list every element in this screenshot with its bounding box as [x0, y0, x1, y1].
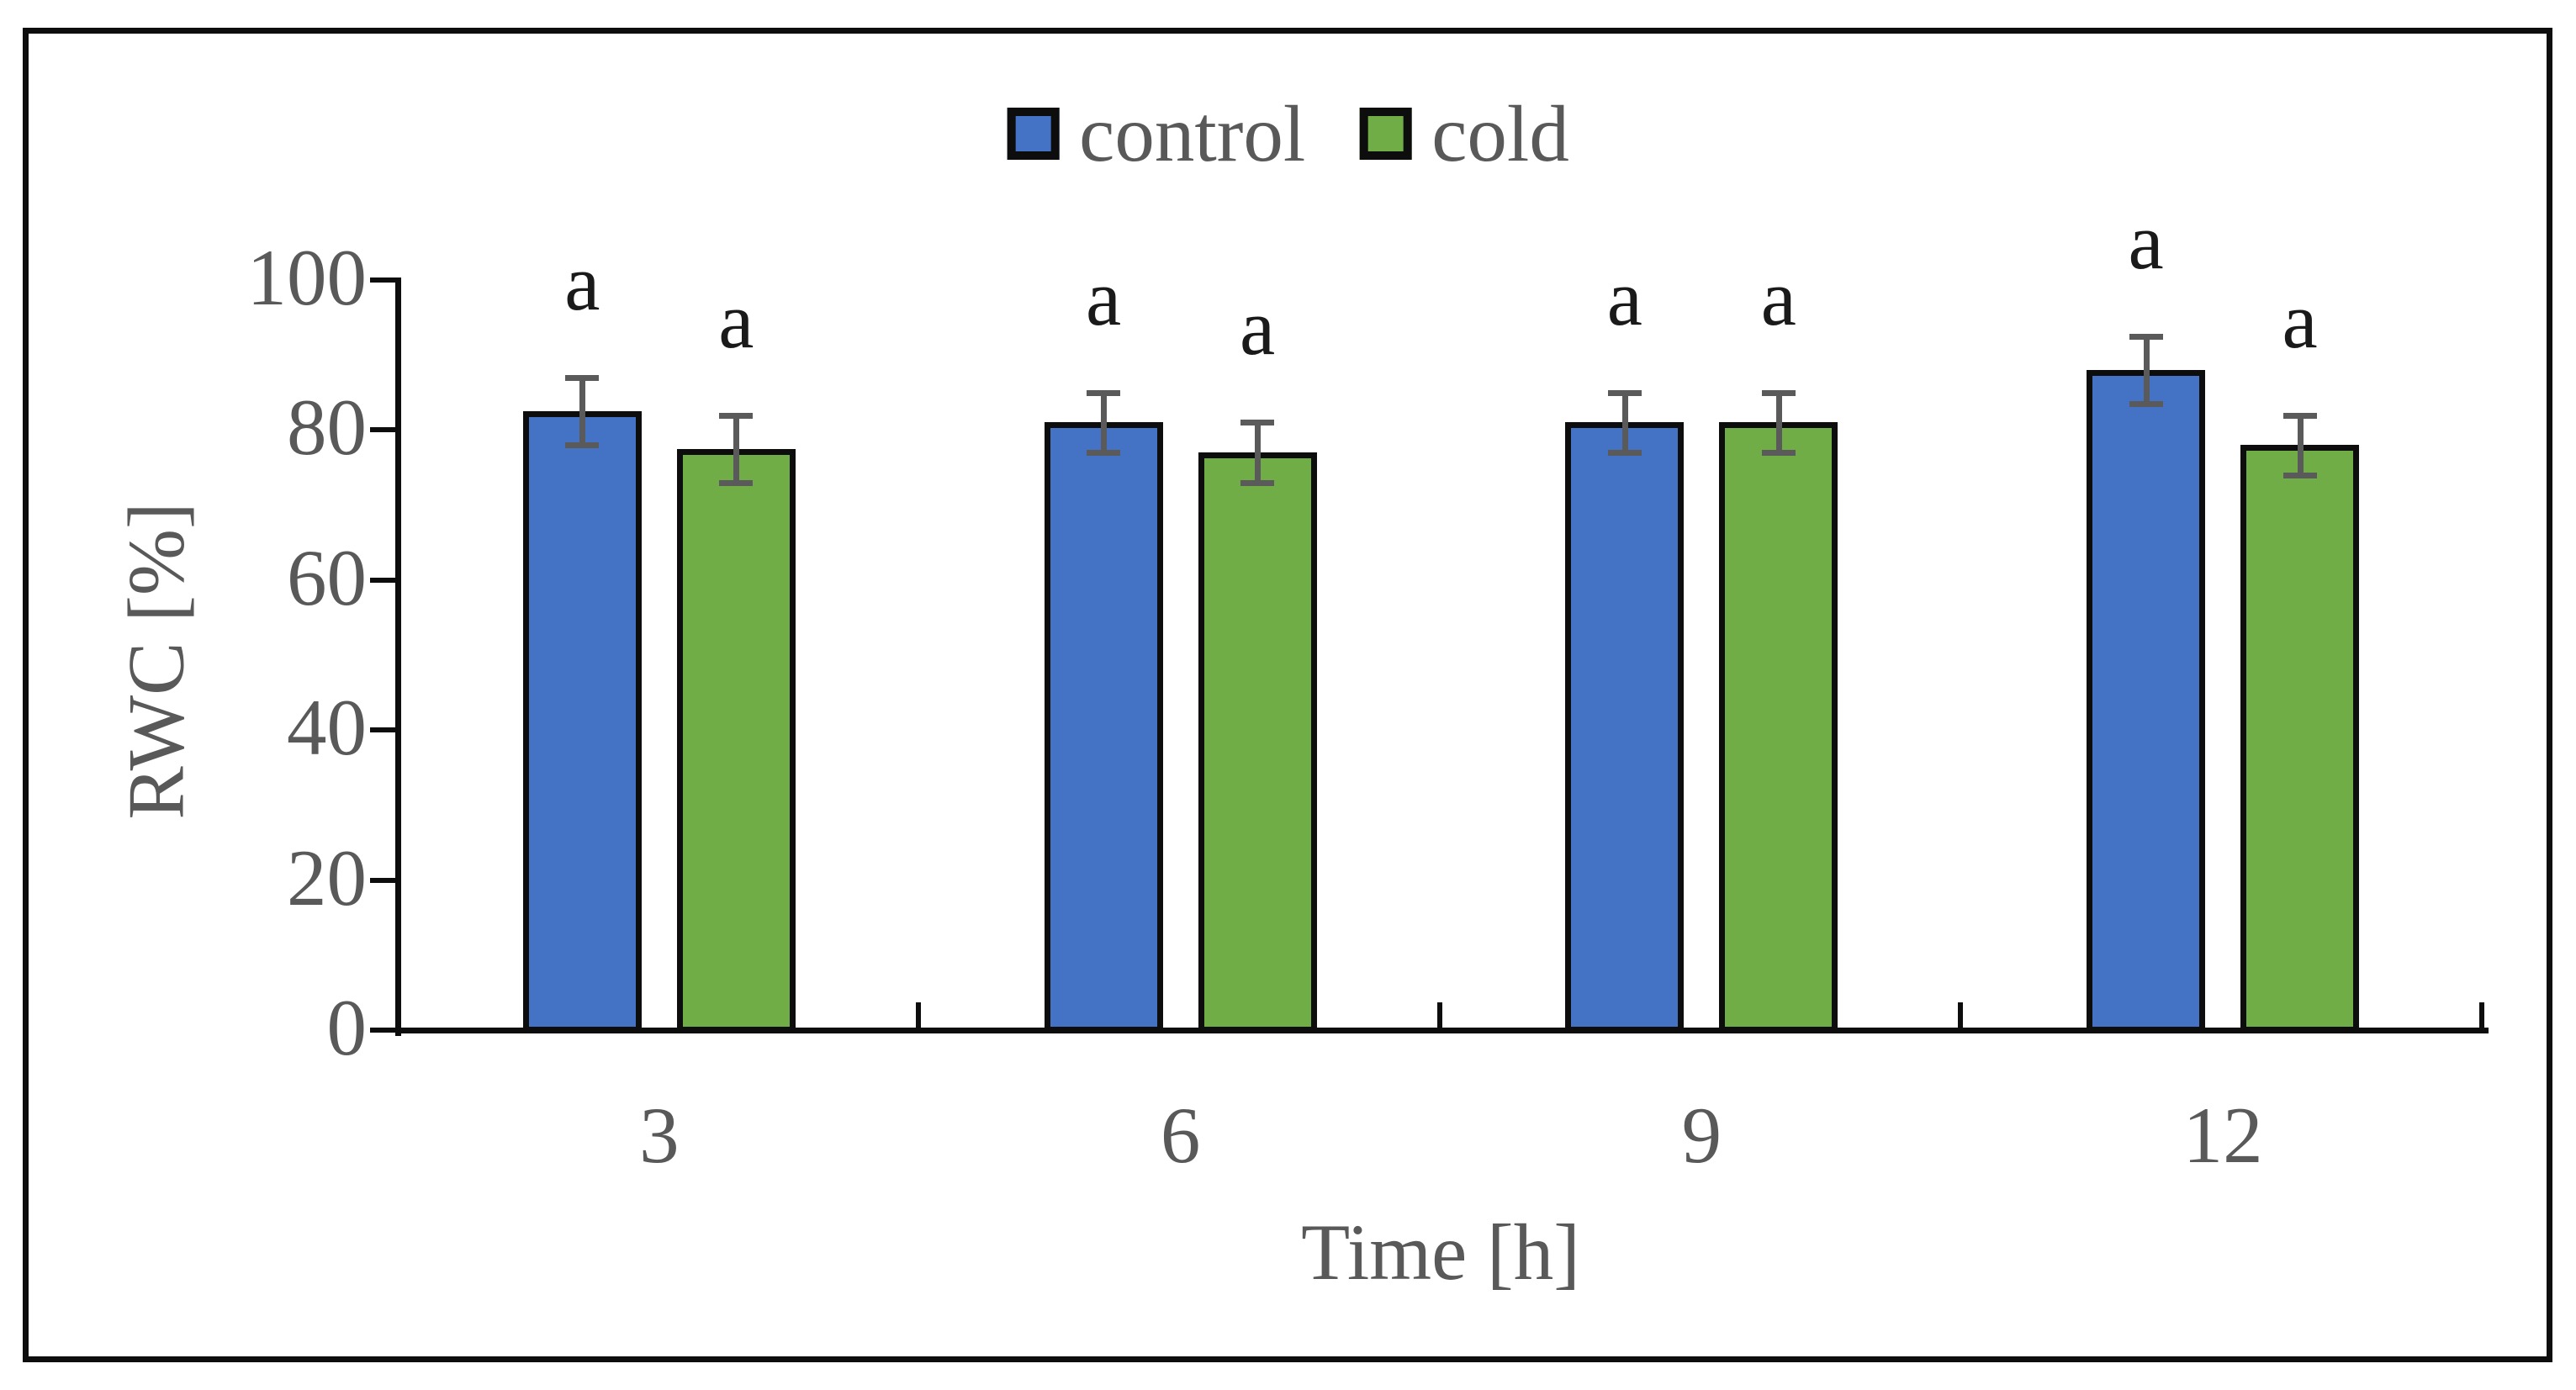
y-tick-label: 60	[287, 532, 367, 622]
significance-letter: a	[718, 275, 754, 365]
x-tick	[2479, 1002, 2484, 1030]
error-bar-stem	[1101, 392, 1108, 453]
error-bar-cap-top	[719, 412, 754, 419]
error-bar-stem	[1255, 422, 1262, 483]
x-category-label: 9	[1681, 1091, 1722, 1180]
error-bar-stem	[1621, 392, 1628, 453]
significance-letter: a	[2128, 196, 2164, 286]
error-bar-stem	[579, 377, 586, 446]
error-bar-stem	[2297, 415, 2304, 475]
error-bar-cap-bottom	[1087, 450, 1121, 457]
legend-item-control: control	[1007, 88, 1306, 178]
legend-label-control: control	[1079, 88, 1306, 178]
figure-border	[23, 28, 2552, 1362]
bar-cold-3	[676, 448, 796, 1033]
y-tick-label: 80	[287, 383, 367, 473]
legend-swatch-control	[1007, 108, 1060, 160]
x-category-label: 6	[1160, 1091, 1201, 1180]
legend-swatch-cold	[1359, 108, 1412, 160]
error-bar-cap-bottom	[2129, 401, 2163, 408]
error-bar-cap-top	[1607, 389, 1642, 396]
y-tick	[370, 727, 399, 733]
y-tick-label: 20	[287, 832, 367, 922]
error-bar-cap-bottom	[1240, 479, 1275, 486]
y-tick-label: 100	[246, 233, 368, 322]
error-bar-cap-top	[1761, 389, 1796, 396]
error-bar-stem	[1775, 392, 1782, 453]
bar-cold-9	[1719, 422, 1838, 1033]
y-tick	[370, 1028, 399, 1033]
significance-letter: a	[1086, 252, 1122, 342]
error-bar-cap-top	[2129, 333, 2163, 340]
x-tick	[1436, 1002, 1442, 1030]
bar-control-12	[2087, 370, 2206, 1033]
y-tick	[370, 877, 399, 883]
significance-letter: a	[1606, 252, 1642, 342]
y-tick	[370, 277, 399, 283]
significance-letter: a	[1240, 283, 1276, 373]
error-bar-cap-top	[1087, 389, 1121, 396]
significance-letter: a	[2282, 275, 2318, 365]
x-category-label: 12	[2182, 1091, 2263, 1180]
x-tick	[1958, 1002, 1964, 1030]
error-bar-cap-bottom	[1761, 450, 1796, 457]
y-axis-line	[395, 277, 401, 1036]
error-bar-stem	[733, 415, 740, 483]
error-bar-cap-top	[1240, 420, 1275, 426]
y-tick	[370, 427, 399, 433]
bar-control-3	[522, 411, 642, 1033]
error-bar-cap-bottom	[565, 442, 600, 449]
x-tick	[915, 1002, 921, 1030]
error-bar-cap-bottom	[1607, 450, 1642, 457]
x-category-label: 3	[639, 1091, 680, 1180]
error-bar-cap-bottom	[719, 479, 754, 486]
y-tick-label: 0	[326, 983, 368, 1072]
significance-letter: a	[1760, 252, 1796, 342]
error-bar-cap-bottom	[2282, 472, 2317, 478]
legend-item-cold: cold	[1359, 88, 1569, 178]
significance-letter: a	[564, 237, 600, 327]
x-axis-line	[395, 1028, 2489, 1033]
y-tick-label: 40	[287, 683, 367, 773]
legend-label-cold: cold	[1431, 88, 1569, 178]
y-tick	[370, 577, 399, 583]
bar-control-6	[1044, 422, 1163, 1033]
x-axis-title: Time [h]	[1301, 1208, 1580, 1297]
legend: control cold	[1007, 93, 1569, 173]
error-bar-stem	[2143, 336, 2150, 404]
error-bar-cap-top	[2282, 412, 2317, 419]
bar-cold-12	[2240, 445, 2360, 1033]
bar-control-9	[1565, 422, 1685, 1033]
bar-cold-6	[1198, 452, 1317, 1033]
error-bar-cap-top	[565, 374, 600, 381]
